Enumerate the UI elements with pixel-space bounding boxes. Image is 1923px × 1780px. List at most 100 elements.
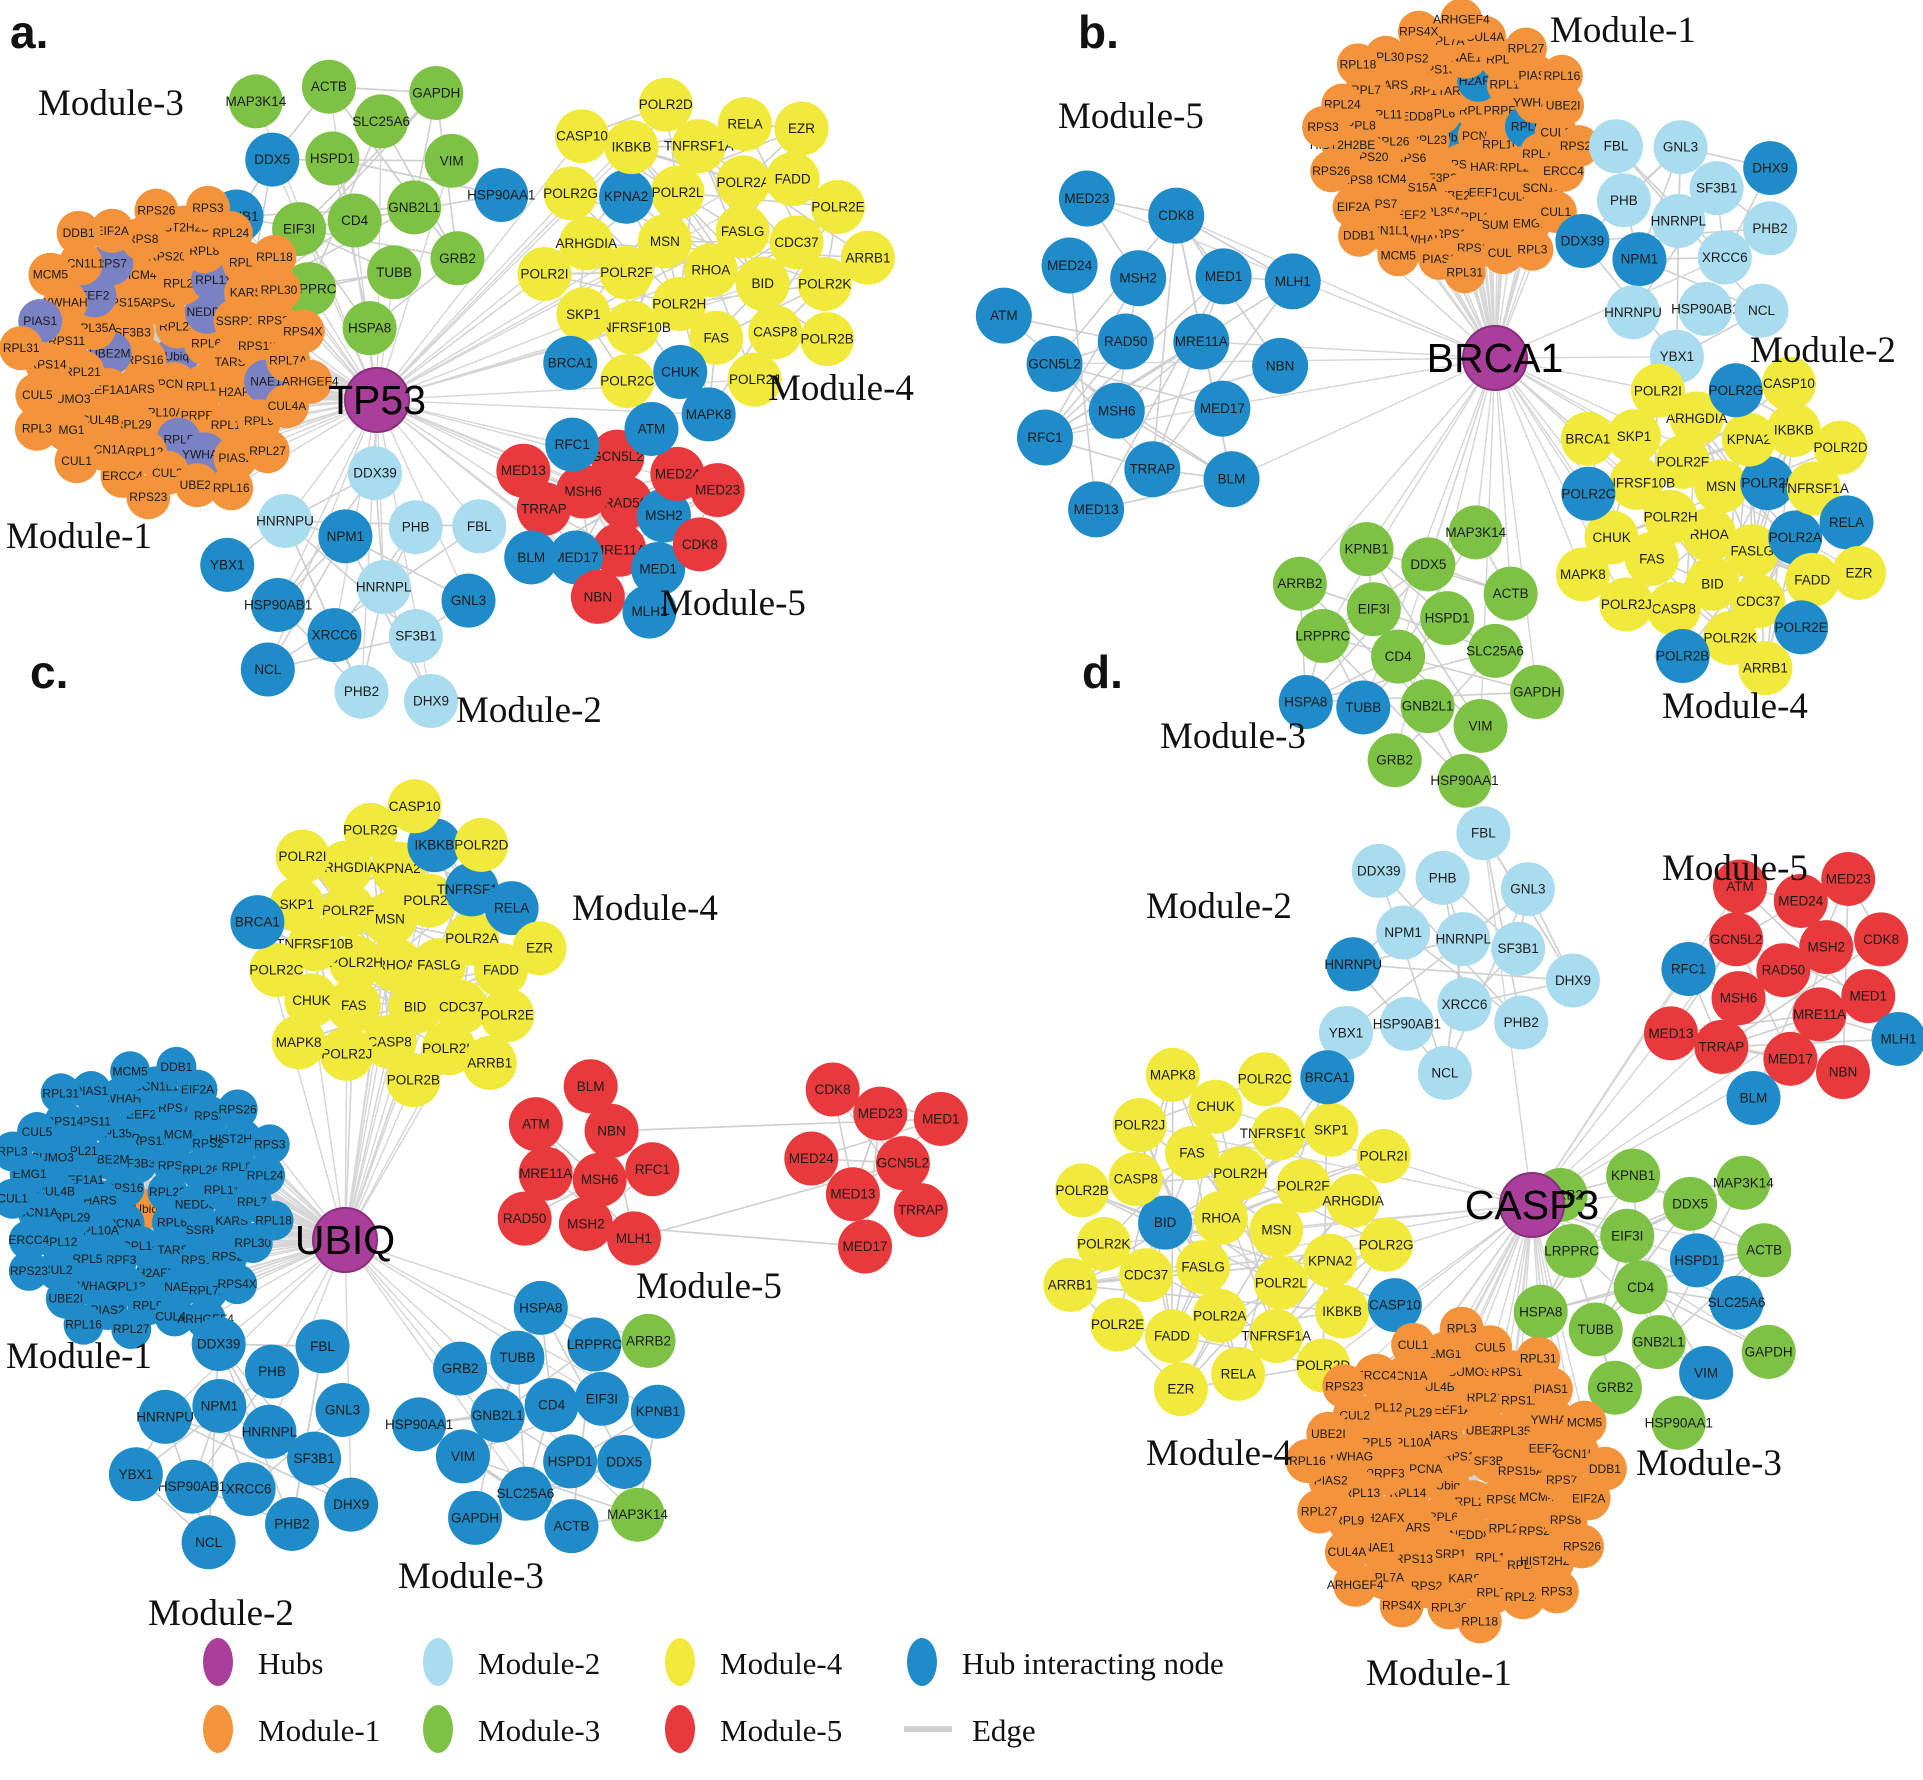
node-MSH2[interactable]: MSH2 [559,1197,613,1251]
node-MAP3K14[interactable]: MAP3K14 [607,1488,668,1542]
node-CASP8[interactable]: CASP8 [748,305,802,359]
node-YBX1[interactable]: YBX1 [109,1447,163,1501]
node-SF3B1[interactable]: SF3B1 [1690,161,1744,215]
node-XRCC6[interactable]: XRCC6 [1437,977,1491,1031]
node-POLR2C[interactable]: POLR2C [1238,1052,1292,1106]
node-MED17[interactable]: MED17 [1194,381,1250,437]
node-HSPA8[interactable]: HSPA8 [514,1281,568,1335]
node-POLR2C[interactable]: POLR2C [1561,467,1615,521]
node-CDK8[interactable]: CDK8 [673,517,727,571]
node-CD4[interactable]: CD4 [1371,630,1425,684]
node-POLR2B[interactable]: POLR2B [386,1053,440,1107]
node-HSP90AB1[interactable]: HSP90AB1 [1373,997,1441,1051]
node-HSPD1[interactable]: HSPD1 [543,1434,597,1488]
node-MAP3K14[interactable]: MAP3K14 [1713,1156,1774,1210]
node-TRRAP[interactable]: TRRAP [894,1183,948,1237]
node-PHB[interactable]: PHB [1416,851,1470,905]
node-BLM[interactable]: BLM [564,1059,618,1113]
node-CHUK[interactable]: CHUK [1189,1080,1243,1134]
node-ACTB[interactable]: ACTB [1484,567,1538,621]
node-RPL18[interactable]: RPL18 [1458,1599,1502,1643]
node-MED1[interactable]: MED1 [1196,248,1252,304]
node-DHX9[interactable]: DHX9 [324,1478,378,1532]
node-RFC1[interactable]: RFC1 [545,418,599,472]
node-DHX9[interactable]: DHX9 [1546,954,1600,1008]
node-SLC25A6[interactable]: SLC25A6 [352,94,410,148]
node-POLR2B[interactable]: POLR2B [800,312,854,366]
node-LRPPRC[interactable]: LRPPRC [567,1318,622,1372]
node-RPL16[interactable]: RPL16 [1541,55,1583,97]
node-SF3B1[interactable]: SF3B1 [287,1432,341,1486]
node-NPM1[interactable]: NPM1 [1376,906,1430,960]
node-DDX5[interactable]: DDX5 [245,133,299,187]
node-HNRNPL[interactable]: HNRNPL [356,560,412,614]
node-RPL16[interactable]: RPL16 [1285,1439,1329,1483]
node-YBX1[interactable]: YBX1 [200,538,254,592]
node-MED23[interactable]: MED23 [1059,171,1115,227]
node-SKP1[interactable]: SKP1 [1607,409,1661,463]
node-HSPD1[interactable]: HSPD1 [1420,591,1474,645]
node-FBL[interactable]: FBL [1589,119,1643,173]
node-FAS[interactable]: FAS [1165,1126,1219,1180]
node-ACTB[interactable]: ACTB [1737,1223,1791,1277]
node-FBL[interactable]: FBL [1456,806,1510,860]
node-HSPA8[interactable]: HSPA8 [343,301,397,355]
node-POLR2A[interactable]: POLR2A [716,155,770,209]
node-NCL[interactable]: NCL [182,1515,236,1569]
node-MSH6[interactable]: MSH6 [1712,971,1766,1025]
node-RPL18[interactable]: RPL18 [254,1201,294,1241]
node-FASLG[interactable]: FASLG [716,204,770,258]
node-RPS3[interactable]: RPS3 [250,1124,290,1164]
node-MED23[interactable]: MED23 [1821,852,1875,906]
node-GNB2L1[interactable]: GNB2L1 [1401,679,1455,733]
node-GAPDH[interactable]: GAPDH [448,1491,502,1545]
node-RPS26[interactable]: RPS26 [1560,1524,1604,1568]
node-BLM[interactable]: BLM [1204,451,1260,507]
node-RPL16[interactable]: RPL16 [209,466,253,510]
node-MLH1[interactable]: MLH1 [607,1211,661,1265]
node-MED13[interactable]: MED13 [1644,1006,1698,1060]
node-POLR2E[interactable]: POLR2E [480,988,534,1042]
node-MAPK8[interactable]: MAPK8 [682,387,736,441]
node-CUL1[interactable]: CUL1 [1391,1323,1435,1367]
node-NPM1[interactable]: NPM1 [192,1379,246,1433]
node-RPL3[interactable]: RPL3 [1511,229,1553,271]
node-RPL31[interactable]: RPL31 [1516,1337,1560,1381]
node-POLR2B[interactable]: POLR2B [1656,629,1710,683]
node-GCN5L2[interactable]: GCN5L2 [1027,336,1083,392]
node-MRE11A[interactable]: MRE11A [1173,314,1229,370]
node-MCM5[interactable]: MCM5 [1563,1401,1607,1445]
node-POLR2I[interactable]: POLR2I [1631,364,1685,418]
node-PHB[interactable]: PHB [245,1345,299,1399]
node-DDB1[interactable]: DDB1 [1338,215,1380,257]
node-VIM[interactable]: VIM [425,134,479,188]
node-CDK8[interactable]: CDK8 [806,1063,860,1117]
node-XRCC6[interactable]: XRCC6 [1698,231,1752,285]
node-SKP1[interactable]: SKP1 [556,287,610,341]
node-CUL1[interactable]: CUL1 [55,439,99,483]
node-EZR[interactable]: EZR [1154,1362,1208,1416]
node-FASLG[interactable]: FASLG [1176,1240,1230,1294]
node-BRCA1[interactable]: BRCA1 [230,895,284,949]
node-POLR2E[interactable]: POLR2E [1091,1298,1145,1352]
node-GAPDH[interactable]: GAPDH [409,66,463,120]
node-PHB2[interactable]: PHB2 [335,665,389,719]
node-NPM1[interactable]: NPM1 [318,509,372,563]
node-MED23[interactable]: MED23 [853,1087,907,1141]
node-MCM5[interactable]: MCM5 [1377,234,1419,276]
node-KPNA2[interactable]: KPNA2 [599,170,653,224]
node-DDX39[interactable]: DDX39 [1555,214,1609,268]
node-SLC25A6[interactable]: SLC25A6 [1708,1276,1766,1330]
node-MED13[interactable]: MED13 [496,444,550,498]
node-CD4[interactable]: CD4 [1614,1260,1668,1314]
node-POLR2I[interactable]: POLR2I [1357,1129,1411,1183]
node-RPS23[interactable]: RPS23 [1322,1364,1366,1408]
node-KPNB1[interactable]: KPNB1 [631,1385,685,1439]
node-RPS4X[interactable]: RPS4X [217,1264,257,1304]
node-CD4[interactable]: CD4 [328,194,382,248]
node-POLR2A[interactable]: POLR2A [1193,1289,1247,1343]
node-ARRB2[interactable]: ARRB2 [622,1314,676,1368]
node-MED17[interactable]: MED17 [1763,1032,1817,1086]
node-HSPD1[interactable]: HSPD1 [305,132,359,186]
node-MSH2[interactable]: MSH2 [1799,920,1853,974]
